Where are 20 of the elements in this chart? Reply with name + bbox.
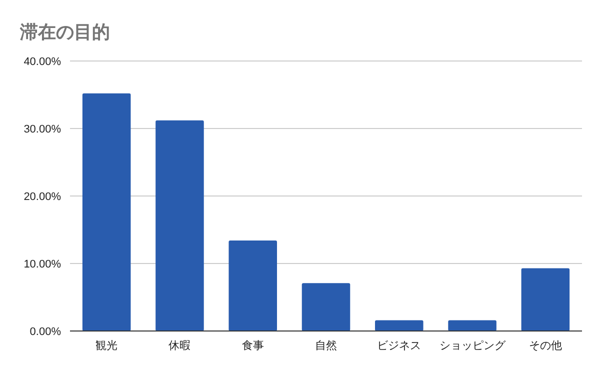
bar [375, 320, 424, 331]
y-tick-label: 30.00% [24, 124, 62, 136]
bar [521, 268, 570, 331]
x-tick-label: 休暇 [168, 340, 191, 352]
y-tick-label: 40.00% [24, 56, 62, 68]
bar [228, 240, 277, 331]
chart-title: 滞在の目的 [19, 22, 110, 42]
y-tick-label: 10.00% [24, 258, 62, 270]
y-tick-label: 0.00% [30, 326, 62, 338]
bar [302, 283, 350, 331]
x-tick-label: 観光 [96, 339, 118, 352]
bar [448, 320, 496, 331]
x-tick-label: 食事 [242, 339, 264, 352]
x-tick-label: ショッピング [439, 340, 506, 352]
bar [82, 93, 131, 331]
x-tick-label: 自然 [315, 340, 337, 352]
bar [156, 120, 204, 331]
y-tick-label: 20.00% [24, 191, 62, 203]
x-tick-label: ビジネス [377, 340, 422, 352]
x-tick-label: その他 [528, 340, 562, 352]
